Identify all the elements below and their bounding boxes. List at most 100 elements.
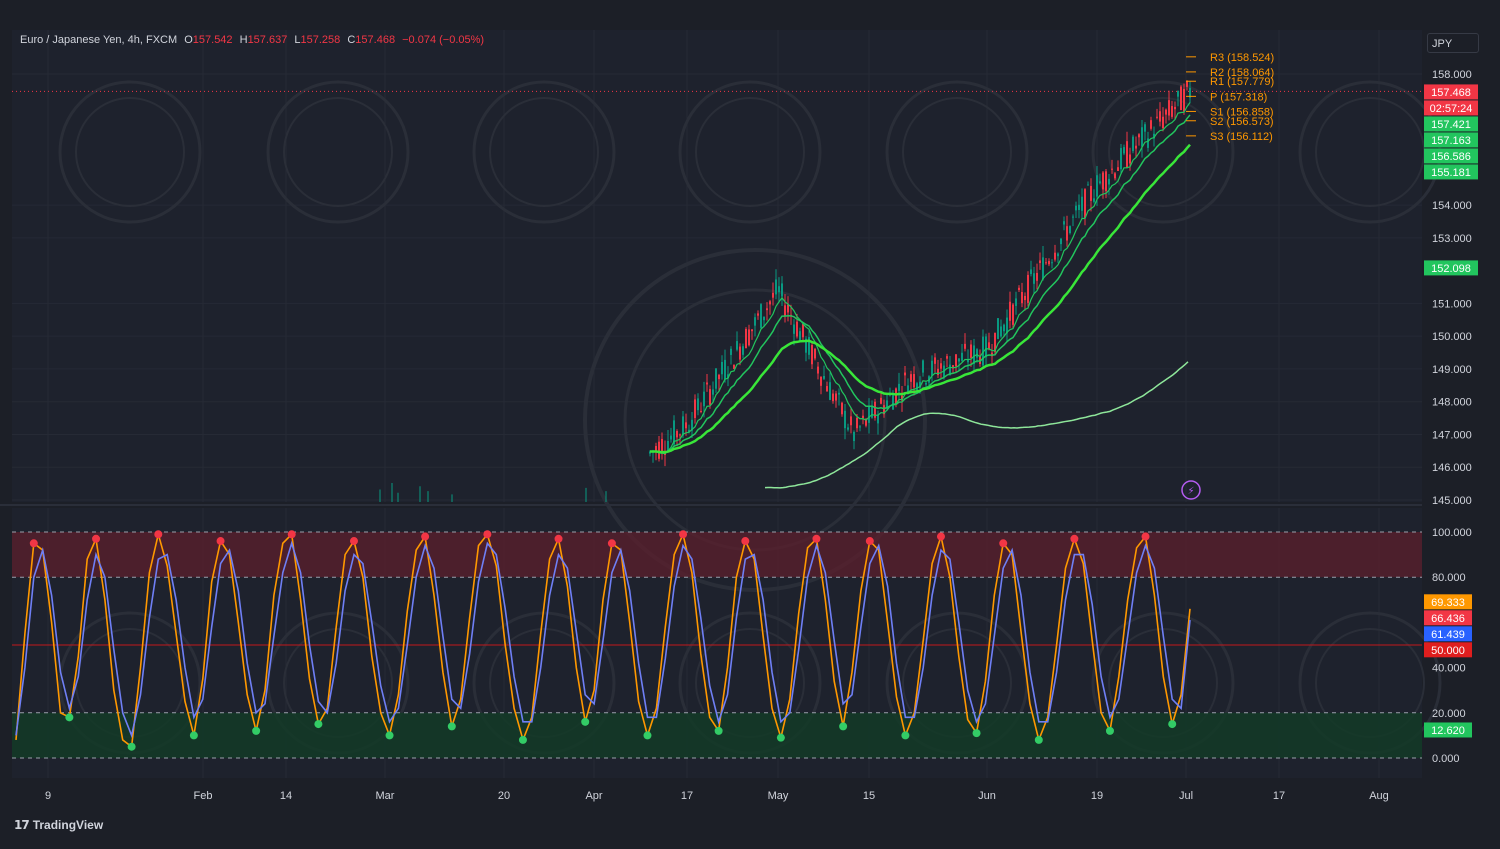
overbought-dot xyxy=(1070,534,1079,543)
oversold-dot xyxy=(581,717,590,726)
overbought-dot xyxy=(349,537,358,546)
watermark-seal-large xyxy=(583,248,927,592)
candle-body xyxy=(850,416,852,426)
candle-body xyxy=(658,441,660,459)
tradingview-logo[interactable]: 𝟭𝟳 TradingView xyxy=(14,818,103,832)
candle-body xyxy=(976,349,978,358)
candle-body xyxy=(661,438,663,455)
oversold-dot xyxy=(972,729,981,738)
candle-body xyxy=(1057,253,1059,257)
candle-body xyxy=(1135,145,1137,149)
price-badge xyxy=(1424,260,1478,276)
candle-body xyxy=(1039,260,1041,264)
candle-body xyxy=(949,364,951,375)
candle-body xyxy=(907,385,909,394)
high-label: H xyxy=(239,34,248,46)
candle-body xyxy=(832,393,834,402)
candle-body xyxy=(1111,168,1113,170)
candle-body xyxy=(961,352,963,361)
close-label: C xyxy=(347,34,356,46)
price-tick-label: 147.000 xyxy=(1432,429,1472,441)
candle-body xyxy=(1156,116,1158,118)
symbol-title[interactable]: Euro / Japanese Yen, 4h, FXCM xyxy=(20,34,178,46)
candle-body xyxy=(1006,317,1008,334)
candle-body xyxy=(1168,100,1170,116)
time-tick-label: Jun xyxy=(978,790,996,802)
candle-body xyxy=(757,313,759,316)
oversold-dot xyxy=(1168,720,1177,729)
candle-body xyxy=(802,324,804,338)
candle-body xyxy=(844,410,846,429)
time-tick-label: Apr xyxy=(585,790,602,802)
candle-body xyxy=(697,398,699,411)
candle-body xyxy=(1093,198,1095,202)
time-tick-label: 17 xyxy=(1273,790,1285,802)
candle-body xyxy=(1015,298,1017,306)
candle-body xyxy=(1162,116,1164,129)
candle-body xyxy=(1030,269,1032,275)
osc-badge xyxy=(1424,594,1472,610)
oversold-dot xyxy=(714,726,723,735)
candle-body xyxy=(970,344,972,358)
candle-body xyxy=(1048,261,1050,265)
candle-body xyxy=(655,446,657,452)
watermark-seal xyxy=(266,80,410,224)
price-badge-label: 02:57:24 xyxy=(1430,103,1473,115)
overbought-zone xyxy=(12,532,1422,578)
currency-button[interactable]: JPY xyxy=(1427,33,1479,53)
oversold-dot xyxy=(518,735,527,744)
candle-body xyxy=(829,382,831,400)
overbought-dot xyxy=(741,537,750,546)
candle-body xyxy=(916,383,918,391)
time-tick-label: 20 xyxy=(498,790,510,802)
candle-body xyxy=(931,360,933,376)
tradingview-icon: 𝟭𝟳 xyxy=(14,818,30,832)
time-tick-label: Aug xyxy=(1369,790,1389,802)
candle-body xyxy=(715,368,717,389)
osc-tick-label: 20.000 xyxy=(1432,708,1466,720)
overbought-dot xyxy=(812,534,821,543)
candle-body xyxy=(694,399,696,418)
lightning-glyph: ⚡ xyxy=(1187,486,1194,497)
open-label: O xyxy=(184,34,193,46)
close-value: 157.468 xyxy=(355,34,396,46)
price-badge-label: 155.181 xyxy=(1431,167,1471,179)
time-tick-label: 15 xyxy=(863,790,875,802)
candle-body xyxy=(721,361,723,375)
candle-body xyxy=(1051,262,1053,264)
candle-body xyxy=(730,348,732,355)
osc-badge xyxy=(1424,626,1472,642)
candle-body xyxy=(1096,175,1098,197)
price-badge xyxy=(1424,164,1478,180)
candle-body xyxy=(754,317,756,326)
price-badge xyxy=(1424,116,1478,132)
candle-body xyxy=(1138,134,1140,138)
stoch-d-line xyxy=(15,540,1191,739)
time-tick-label: Jul xyxy=(1179,790,1193,802)
watermark-seal-inner xyxy=(75,97,185,207)
candle-body xyxy=(874,401,876,418)
candle-body xyxy=(670,435,672,440)
overbought-dot xyxy=(154,530,163,539)
watermark-seal xyxy=(678,80,822,224)
price-tick-label: 153.000 xyxy=(1432,233,1472,245)
pivot-label: R3 (158.524) xyxy=(1210,52,1274,64)
candle-body xyxy=(979,355,981,364)
candle-body xyxy=(997,318,999,339)
ema-slow-line xyxy=(764,361,1189,489)
candle-body xyxy=(1177,90,1179,97)
candle-body xyxy=(1159,111,1161,122)
oversold-dot xyxy=(643,731,652,740)
overbought-dot xyxy=(1141,532,1150,541)
price-tick-label: 150.000 xyxy=(1432,331,1472,343)
osc-tick-label: 40.000 xyxy=(1432,663,1466,675)
candle-body xyxy=(748,329,750,346)
candle-body xyxy=(724,359,726,380)
overbought-dot xyxy=(483,530,492,539)
candle-body xyxy=(973,345,975,364)
candle-body xyxy=(778,286,780,293)
candle-body xyxy=(769,301,771,305)
candle-body xyxy=(805,338,807,353)
candle-body xyxy=(1099,181,1101,184)
